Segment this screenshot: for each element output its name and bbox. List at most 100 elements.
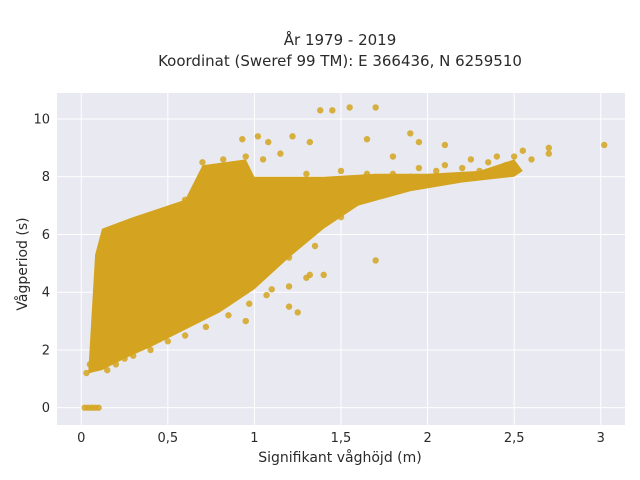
data-point [601,141,608,149]
data-point [303,190,310,198]
x-tick-label: 2,5 [504,431,525,446]
data-point [294,208,301,215]
data-point [228,280,236,287]
y-tick-label: 2 [42,343,50,358]
data-point [164,216,172,224]
data-point [95,404,102,411]
data-point [381,176,388,183]
data-point [83,369,90,377]
data-point [93,312,101,319]
data-point [317,107,324,114]
data-point [337,213,345,221]
data-point [194,237,201,244]
data-point [510,153,518,160]
data-point [303,170,310,178]
data-point [176,242,184,250]
data-point [317,222,324,229]
data-point [415,138,423,146]
data-point [306,138,314,146]
data-point [433,167,440,175]
y-tick-label: 10 [33,112,50,127]
data-point [110,237,118,244]
data-point [129,222,137,229]
data-point [519,147,527,154]
data-point [147,346,154,354]
data-point [441,141,449,149]
data-point [259,196,267,204]
y-tick-labels: 0 2 4 6 8 10 [33,112,50,416]
data-point [147,219,154,227]
data-point [104,340,111,348]
data-point [407,173,414,180]
data-point [502,161,509,169]
y-axis-title: Vågperiod (s) [14,217,31,310]
data-point [389,153,397,160]
data-point [112,225,120,232]
data-point [251,242,258,250]
data-point [545,144,553,152]
data-point [237,199,244,206]
data-point [528,156,535,163]
data-point [289,133,296,140]
data-point [185,300,192,307]
data-point [246,300,253,307]
data-point [112,361,120,368]
data-point [168,306,175,313]
dense-point-cloud [88,159,523,373]
data-point [372,257,379,264]
data-point [277,193,284,201]
data-point [155,283,163,290]
data-point [424,176,431,183]
data-point [271,213,279,221]
data-point [102,231,109,238]
data-point [289,228,296,235]
y-tick-label: 6 [42,228,50,243]
data-point [268,234,275,241]
data-point [126,242,133,250]
data-point [211,260,218,267]
data-point [303,274,310,281]
data-point [100,237,107,244]
data-point [355,182,362,189]
data-point [242,317,249,325]
data-point [207,291,215,299]
data-point [143,245,151,253]
data-point [346,196,353,204]
data-point [407,130,414,137]
data-point [476,167,483,175]
data-point [107,289,114,296]
chart-title-line-1: År 1979 - 2019 [284,30,397,49]
data-point [220,156,227,163]
data-point [90,346,97,354]
data-point [129,352,137,359]
y-tick-label: 8 [42,170,50,185]
data-point [159,260,166,267]
data-point [268,286,275,293]
data-point [104,366,111,374]
data-points [81,104,608,411]
data-point [173,271,180,279]
data-point [311,242,319,250]
data-point [239,135,246,143]
data-point [164,338,172,345]
data-point [372,187,379,195]
chart-title-line-2: Koordinat (Sweref 99 TM): E 366436, N 62… [158,52,522,70]
data-point [459,164,466,172]
data-point [199,205,206,212]
data-point [140,274,147,281]
data-point [372,104,379,111]
data-point [124,265,132,273]
data-point [285,283,293,290]
data-point [121,355,128,362]
x-tick-label: 1,5 [331,431,352,446]
data-point [181,332,189,339]
data-point [441,161,449,169]
x-tick-label: 1 [250,431,258,446]
data-point [216,231,223,238]
data-point [216,202,223,209]
data-point [91,329,99,336]
x-tick-label: 0,5 [157,431,178,446]
y-tick-label: 4 [42,286,50,301]
data-point [97,274,104,281]
